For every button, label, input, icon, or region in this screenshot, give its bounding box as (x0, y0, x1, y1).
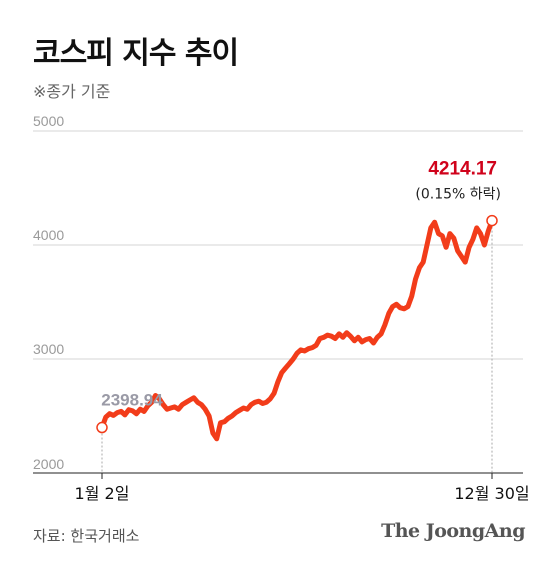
end-change-note: (0.15% 하락) (415, 187, 501, 203)
y-tick-label: 2000 (33, 456, 64, 472)
series-line (99, 218, 495, 442)
x-tick-label: 1월 2일 (75, 484, 130, 503)
chart-title: 코스피 지수 추이 (33, 36, 239, 71)
x-tick-label: 12월 30일 (454, 484, 529, 503)
y-tick-label: 4000 (33, 227, 64, 243)
brand-logo: The JoongAng (381, 520, 525, 542)
source-note: 자료: 한국거래소 (33, 527, 140, 545)
y-tick-label: 5000 (33, 113, 64, 129)
start-point (96, 421, 108, 434)
start-value-label: 2398.94 (101, 391, 163, 410)
chart-subtitle: ※종가 기준 (33, 82, 111, 101)
end-value-label: 4214.17 (428, 159, 497, 180)
end-point (486, 214, 498, 227)
y-tick-label: 3000 (33, 341, 64, 357)
